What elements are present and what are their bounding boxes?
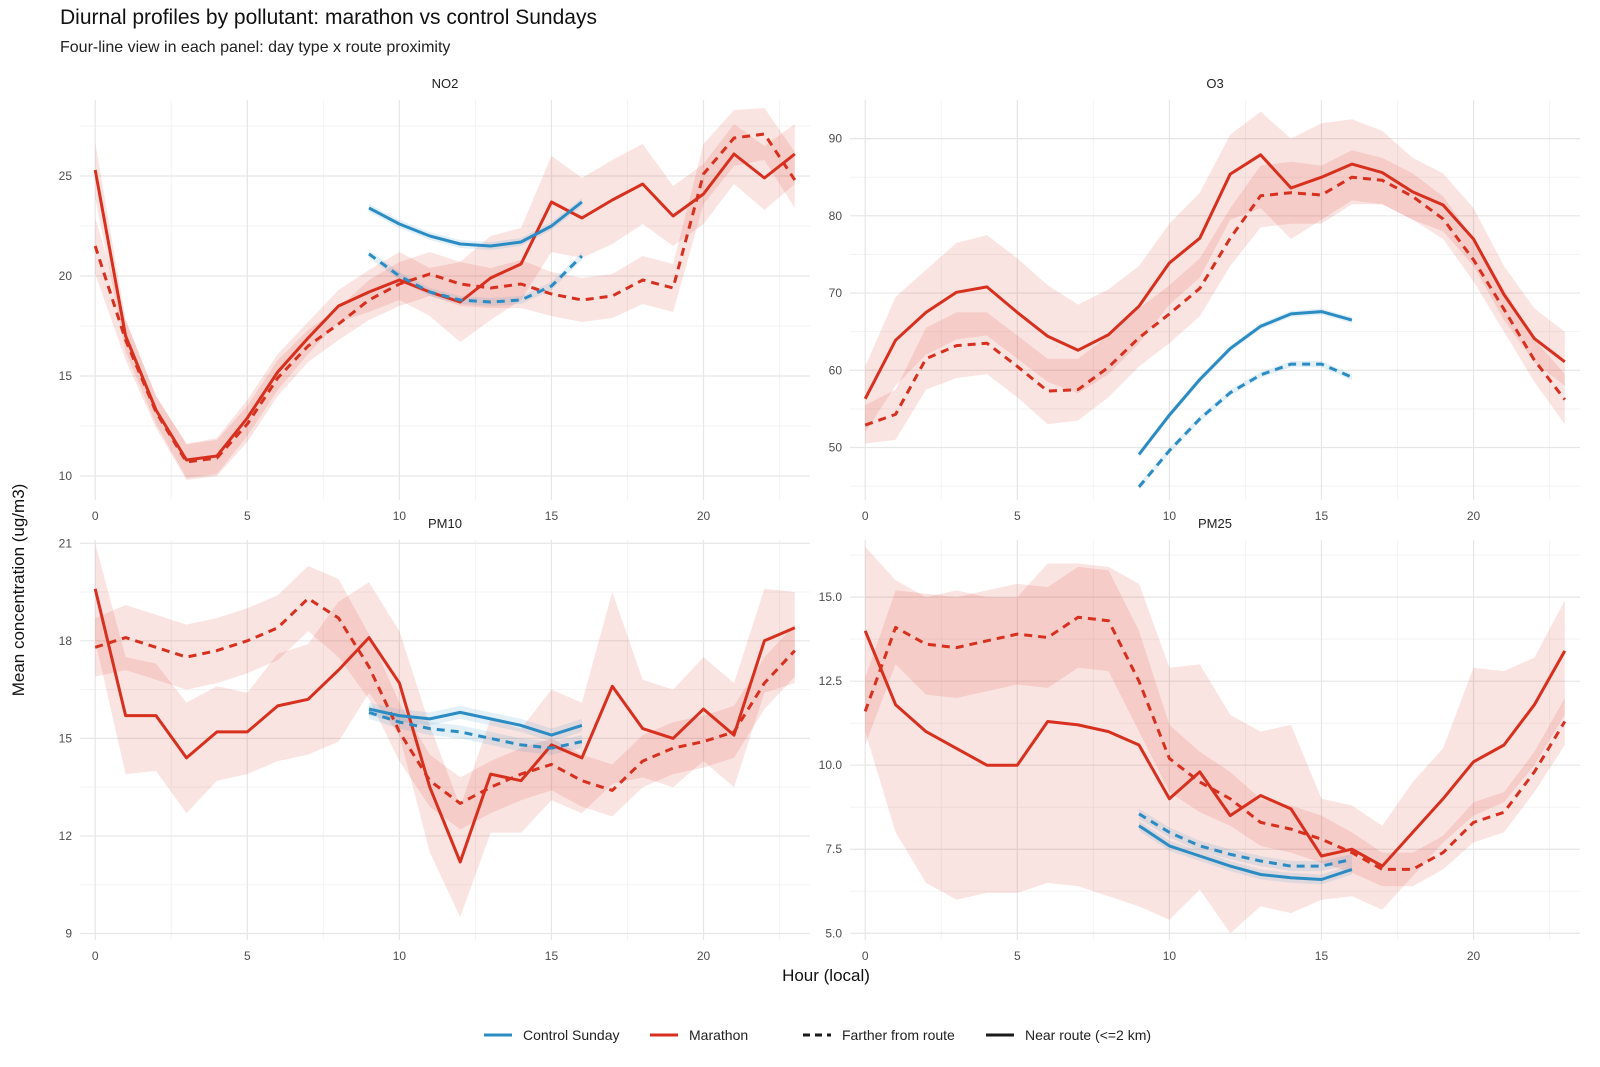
ribbon-control-sunday-farther-from-route xyxy=(369,705,582,755)
legend: Control Sunday Marathon Farther from rou… xyxy=(484,1027,1151,1043)
line-control-sunday-farther-from-route xyxy=(368,252,583,304)
panel-title-no2: NO2 xyxy=(432,76,459,91)
panel-title-pm10: PM10 xyxy=(428,516,462,531)
y-tick-label: 10.0 xyxy=(819,758,843,772)
y-tick-label: 20 xyxy=(59,269,73,283)
ribbon-marathon-farther-from-route xyxy=(865,566,1565,887)
y-tick-label: 9 xyxy=(65,926,72,940)
ribbon-control-sunday-farther-from-route xyxy=(1139,361,1352,490)
ribbon-control-sunday-farther-from-route xyxy=(369,250,582,306)
ribbon-control-sunday-near-route xyxy=(369,702,582,742)
line-control-sunday-near-route xyxy=(1138,824,1353,881)
x-tick-label: 0 xyxy=(862,509,869,523)
ribbon-marathon-near-route xyxy=(95,543,795,918)
y-tick-label: 10 xyxy=(59,469,73,483)
y-tick-label: 25 xyxy=(59,169,73,183)
line-control-sunday-near-route xyxy=(368,200,583,248)
y-tick-label: 50 xyxy=(829,440,843,454)
x-tick-label: 10 xyxy=(1163,949,1177,963)
x-tick-label: 20 xyxy=(1467,949,1481,963)
x-tick-label: 5 xyxy=(1014,949,1021,963)
y-tick-label: 15 xyxy=(59,369,73,383)
x-tick-label: 15 xyxy=(1315,509,1329,523)
y-tick-label: 90 xyxy=(829,132,843,146)
panel-o3: 0 5 10 15 20 50 60 70 80 90 O3 xyxy=(829,76,1580,523)
line-control-sunday-farther-from-route xyxy=(1138,812,1353,868)
legend-label-near-route: Near route (<=2 km) xyxy=(1025,1027,1151,1043)
line-control-sunday-near-route xyxy=(368,707,583,737)
y-tick-label: 70 xyxy=(829,286,843,300)
x-tick-label: 0 xyxy=(92,509,99,523)
x-tick-label: 20 xyxy=(697,509,711,523)
legend-label-farther-from-route: Farther from route xyxy=(842,1027,955,1043)
x-tick-label: 5 xyxy=(244,949,251,963)
y-tick-label: 12 xyxy=(59,829,73,843)
y-tick-label: 15 xyxy=(59,731,73,745)
line-marathon-farther-from-route xyxy=(94,597,796,805)
line-marathon-near-route xyxy=(863,630,1567,868)
x-tick-label: 15 xyxy=(1315,949,1329,963)
line-marathon-near-route xyxy=(863,153,1566,400)
panel-title-pm25: PM25 xyxy=(1198,516,1232,531)
legend-label-marathon: Marathon xyxy=(689,1027,748,1043)
x-axis-title: Hour (local) xyxy=(782,966,870,985)
x-tick-label: 10 xyxy=(393,949,407,963)
x-tick-label: 5 xyxy=(1014,509,1021,523)
line-marathon-farther-from-route xyxy=(93,132,797,464)
y-tick-label: 5.0 xyxy=(825,926,842,940)
panel-pm10: 0 5 10 15 20 9 12 15 18 21 PM10 xyxy=(59,516,810,963)
x-tick-label: 20 xyxy=(697,949,711,963)
panel-title-o3: O3 xyxy=(1206,76,1223,91)
x-tick-label: 10 xyxy=(1163,509,1177,523)
line-marathon-farther-from-route xyxy=(864,175,1566,427)
ribbon-marathon-near-route xyxy=(865,111,1565,432)
line-marathon-farther-from-route xyxy=(863,615,1567,871)
line-marathon-near-route xyxy=(93,588,796,864)
chart-title: Diurnal profiles by pollutant: marathon … xyxy=(60,6,597,29)
x-tick-label: 5 xyxy=(244,509,251,523)
legend-label-control-sunday: Control Sunday xyxy=(523,1027,620,1043)
x-tick-label: 10 xyxy=(393,509,407,523)
panel-no2: 0 5 10 15 20 10 15 20 25 NO2 xyxy=(59,76,810,523)
x-tick-label: 20 xyxy=(1467,509,1481,523)
x-tick-label: 15 xyxy=(545,949,559,963)
line-control-sunday-near-route xyxy=(1137,310,1353,456)
y-tick-label: 15.0 xyxy=(819,590,843,604)
y-tick-label: 18 xyxy=(59,634,73,648)
x-tick-label: 0 xyxy=(862,949,869,963)
ribbon-marathon-near-route xyxy=(865,546,1565,934)
y-tick-label: 7.5 xyxy=(825,842,842,856)
y-tick-label: 21 xyxy=(59,536,73,550)
ribbon-marathon-farther-from-route xyxy=(865,150,1565,444)
x-tick-label: 0 xyxy=(92,949,99,963)
chart-subtitle: Four-line view in each panel: day type x… xyxy=(60,39,451,56)
y-axis-title: Mean concentration (ug/m3) xyxy=(9,484,28,697)
y-tick-label: 80 xyxy=(829,209,843,223)
line-control-sunday-farther-from-route xyxy=(1137,362,1353,488)
y-tick-label: 60 xyxy=(829,363,843,377)
panel-pm25: 0 5 10 15 20 5.0 7.5 10.0 12.5 15.0 PM25 xyxy=(819,516,1580,963)
y-tick-label: 12.5 xyxy=(819,674,843,688)
x-tick-label: 15 xyxy=(545,509,559,523)
